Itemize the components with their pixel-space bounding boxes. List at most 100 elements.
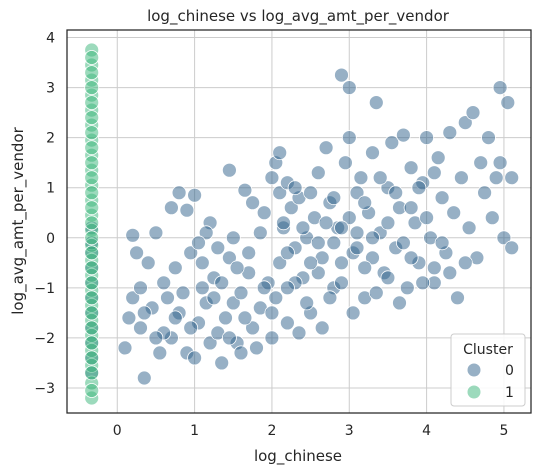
data-point-cluster-0 — [214, 355, 230, 371]
data-point-cluster-0 — [473, 155, 489, 171]
data-point-cluster-0 — [341, 80, 357, 95]
data-point-cluster-0 — [291, 325, 307, 341]
data-point-cluster-0 — [442, 265, 458, 281]
data-point-cluster-0 — [500, 95, 516, 110]
data-point-cluster-0 — [411, 180, 427, 196]
data-point-cluster-0 — [388, 185, 404, 201]
data-point-cluster-0 — [206, 290, 222, 306]
data-point-cluster-0 — [256, 280, 272, 296]
data-point-cluster-0 — [194, 280, 210, 296]
data-point-cluster-0 — [461, 220, 477, 236]
data-point-cluster-0 — [237, 182, 253, 198]
data-point-cluster-1 — [84, 185, 100, 201]
data-point-cluster-0 — [395, 127, 411, 143]
data-point-cluster-0 — [221, 162, 237, 178]
data-point-cluster-1 — [84, 305, 100, 321]
data-point-cluster-0 — [345, 305, 361, 321]
data-point-cluster-0 — [453, 170, 469, 186]
data-point-cluster-0 — [187, 187, 203, 203]
data-points — [84, 42, 520, 406]
legend-label-0: 0 — [505, 363, 514, 379]
data-point-cluster-0 — [403, 250, 419, 266]
data-point-cluster-0 — [477, 185, 493, 201]
data-point-cluster-0 — [133, 320, 148, 336]
data-point-cluster-0 — [249, 340, 264, 356]
data-point-cluster-0 — [357, 260, 373, 276]
legend-marker-1 — [466, 384, 482, 400]
data-point-cluster-0 — [310, 265, 326, 281]
data-point-cluster-1 — [84, 230, 100, 246]
data-point-cluster-0 — [229, 260, 245, 276]
data-point-cluster-1 — [84, 65, 100, 80]
data-point-cluster-0 — [504, 240, 520, 256]
data-point-cluster-0 — [121, 310, 137, 326]
data-point-cluster-0 — [372, 170, 388, 186]
data-point-cluster-0 — [341, 130, 357, 146]
data-point-cluster-0 — [314, 320, 330, 336]
data-point-cluster-0 — [334, 67, 349, 83]
y-tick-label: 1 — [46, 181, 55, 197]
y-tick-label: −1 — [34, 281, 55, 297]
x-tick-label: 5 — [499, 423, 508, 439]
y-tick-label: 0 — [46, 231, 55, 247]
data-point-cluster-0 — [299, 295, 315, 311]
y-tick-labels: −3 −2 −1 0 1 2 3 4 — [34, 31, 55, 397]
data-point-cluster-0 — [160, 290, 175, 306]
data-point-cluster-0 — [442, 125, 458, 141]
data-point-cluster-1 — [84, 275, 100, 291]
data-point-cluster-0 — [365, 145, 380, 161]
data-point-cluster-0 — [140, 255, 156, 271]
data-point-cluster-1 — [84, 125, 100, 141]
data-point-cluster-0 — [488, 170, 504, 186]
data-point-cluster-0 — [194, 255, 210, 271]
data-point-cluster-0 — [457, 255, 473, 271]
data-point-cluster-0 — [152, 345, 168, 361]
data-point-cluster-0 — [252, 225, 268, 241]
data-point-cluster-0 — [465, 105, 481, 120]
data-point-cluster-0 — [272, 185, 288, 201]
data-point-cluster-1 — [84, 335, 100, 351]
legend: Cluster 0 1 — [450, 333, 526, 407]
data-point-cluster-0 — [221, 330, 237, 346]
data-point-cluster-0 — [349, 225, 365, 241]
data-point-cluster-0 — [310, 165, 326, 181]
data-point-cluster-0 — [334, 220, 349, 236]
data-point-cluster-0 — [365, 250, 380, 266]
data-point-cluster-1 — [84, 155, 100, 171]
data-point-cluster-0 — [225, 295, 241, 311]
data-point-cluster-0 — [295, 220, 311, 236]
data-point-cluster-1 — [84, 170, 100, 186]
data-point-cluster-0 — [167, 310, 183, 326]
data-point-cluster-0 — [322, 290, 338, 306]
data-point-cluster-0 — [310, 235, 326, 251]
legend-label-1: 1 — [505, 385, 514, 401]
data-point-cluster-0 — [380, 270, 396, 286]
y-tick-label: −3 — [34, 381, 55, 397]
plot-frame — [66, 29, 532, 414]
y-tick-label: 3 — [46, 81, 55, 97]
data-point-cluster-0 — [241, 245, 257, 261]
data-point-cluster-0 — [221, 250, 237, 266]
data-point-cluster-0 — [384, 135, 400, 151]
x-tick-label: 1 — [190, 423, 199, 439]
data-point-cluster-0 — [481, 130, 496, 146]
data-point-cluster-1 — [84, 245, 100, 261]
data-point-cluster-0 — [368, 95, 384, 110]
data-point-cluster-0 — [434, 190, 450, 206]
data-point-cluster-0 — [326, 190, 342, 206]
data-point-cluster-0 — [426, 260, 442, 276]
data-point-cluster-1 — [84, 260, 100, 276]
data-point-cluster-0 — [303, 255, 319, 271]
data-point-cluster-0 — [279, 280, 295, 296]
data-point-cluster-0 — [430, 150, 446, 166]
data-point-cluster-0 — [264, 170, 280, 186]
data-point-cluster-0 — [450, 290, 465, 306]
x-tick-label: 3 — [345, 423, 354, 439]
data-point-cluster-0 — [268, 290, 284, 306]
data-point-cluster-0 — [419, 130, 435, 146]
data-point-cluster-0 — [148, 225, 164, 241]
data-point-cluster-0 — [202, 335, 218, 351]
data-point-cluster-0 — [198, 225, 214, 241]
legend-title: Cluster — [463, 342, 513, 358]
